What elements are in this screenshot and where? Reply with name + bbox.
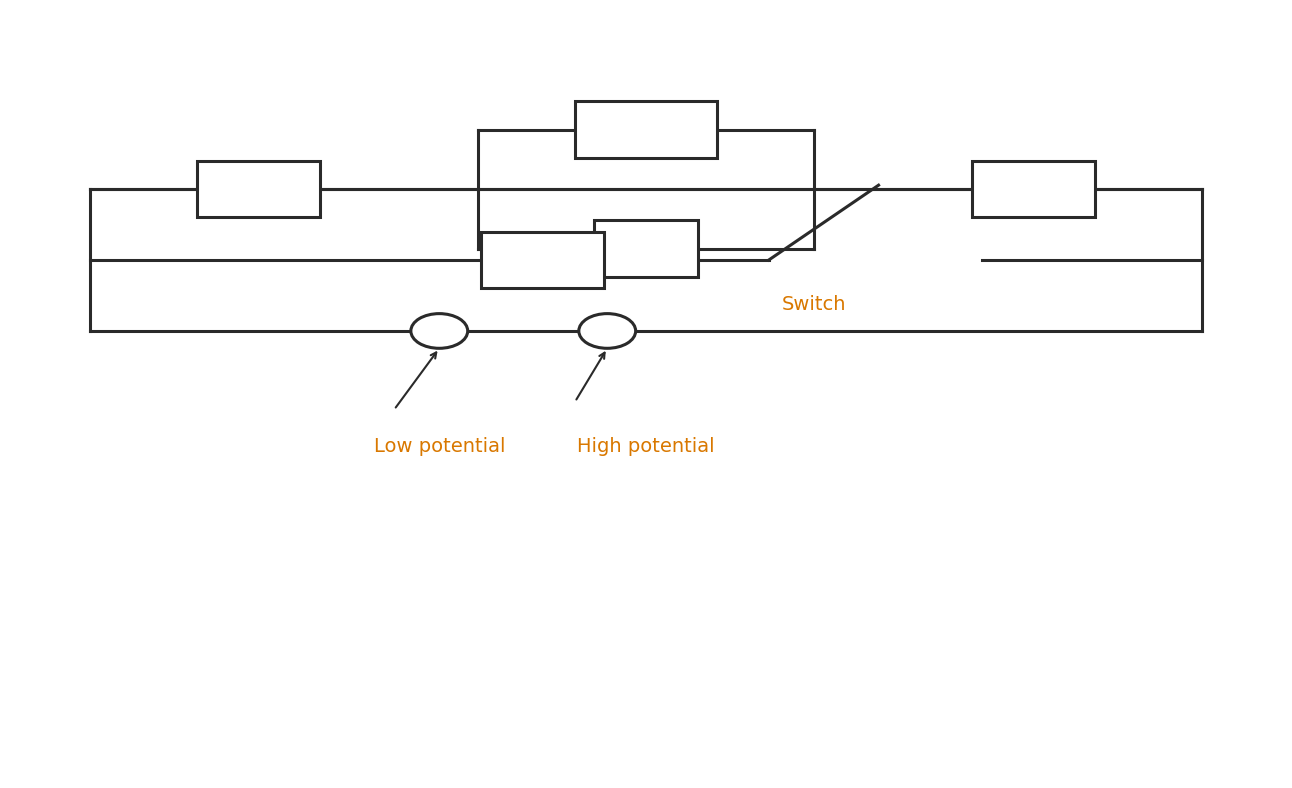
FancyBboxPatch shape: [575, 101, 717, 158]
Text: High potential: High potential: [578, 437, 714, 456]
Circle shape: [579, 314, 636, 348]
FancyBboxPatch shape: [594, 221, 698, 277]
FancyBboxPatch shape: [973, 161, 1096, 217]
Circle shape: [411, 314, 468, 348]
Text: Switch: Switch: [782, 296, 846, 314]
FancyBboxPatch shape: [198, 161, 320, 217]
FancyBboxPatch shape: [481, 232, 605, 288]
Text: Low potential: Low potential: [373, 437, 505, 456]
